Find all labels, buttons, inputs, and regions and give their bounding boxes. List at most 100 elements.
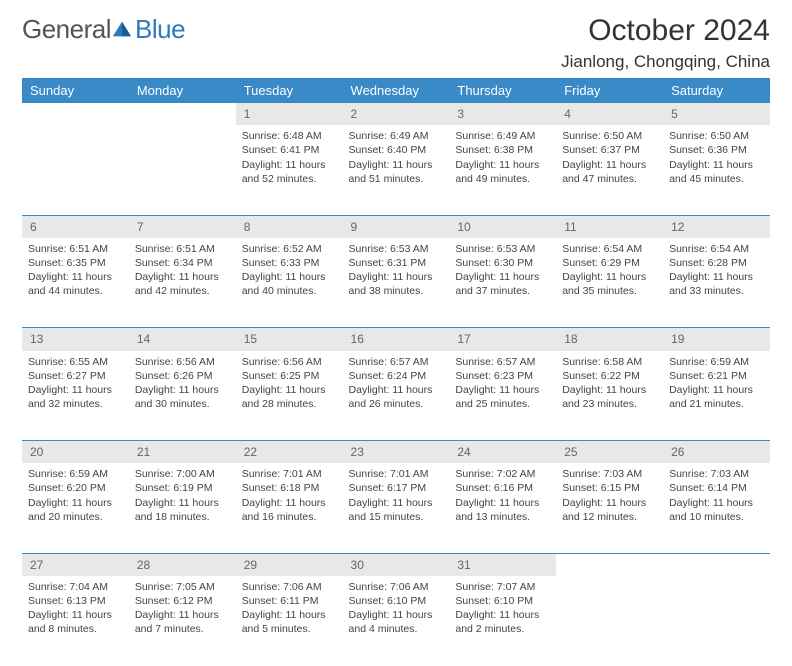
day-number-cell: 6 <box>22 215 129 238</box>
sunrise-text: Sunrise: 6:59 AM <box>28 467 123 481</box>
sunrise-text: Sunrise: 6:49 AM <box>349 129 444 143</box>
day-number-cell: 12 <box>663 215 770 238</box>
daylight-text: Daylight: 11 hours and 28 minutes. <box>242 383 337 411</box>
day-number-cell: 23 <box>343 441 450 464</box>
daylight-text: Daylight: 11 hours and 26 minutes. <box>349 383 444 411</box>
daylight-text: Daylight: 11 hours and 21 minutes. <box>669 383 764 411</box>
day-number-cell: 4 <box>556 103 663 125</box>
sunrise-text: Sunrise: 6:55 AM <box>28 355 123 369</box>
sunset-text: Sunset: 6:14 PM <box>669 481 764 495</box>
cell-content: Sunrise: 7:07 AMSunset: 6:10 PMDaylight:… <box>455 580 550 637</box>
cell-content: Sunrise: 6:59 AMSunset: 6:20 PMDaylight:… <box>28 467 123 524</box>
day-number-cell: 24 <box>449 441 556 464</box>
day-number-cell: 25 <box>556 441 663 464</box>
daylight-text: Daylight: 11 hours and 47 minutes. <box>562 158 657 186</box>
cell-content: Sunrise: 6:56 AMSunset: 6:26 PMDaylight:… <box>135 355 230 412</box>
sunrise-text: Sunrise: 7:07 AM <box>455 580 550 594</box>
sunset-text: Sunset: 6:18 PM <box>242 481 337 495</box>
cell-content: Sunrise: 6:48 AMSunset: 6:41 PMDaylight:… <box>242 129 337 186</box>
day-content-cell: Sunrise: 6:49 AMSunset: 6:40 PMDaylight:… <box>343 125 450 215</box>
sunset-text: Sunset: 6:19 PM <box>135 481 230 495</box>
day-content-row: Sunrise: 6:59 AMSunset: 6:20 PMDaylight:… <box>22 463 770 553</box>
sunrise-text: Sunrise: 6:51 AM <box>135 242 230 256</box>
daylight-text: Daylight: 11 hours and 8 minutes. <box>28 608 123 636</box>
daylight-text: Daylight: 11 hours and 42 minutes. <box>135 270 230 298</box>
day-content-cell: Sunrise: 7:01 AMSunset: 6:18 PMDaylight:… <box>236 463 343 553</box>
cell-content: Sunrise: 7:03 AMSunset: 6:15 PMDaylight:… <box>562 467 657 524</box>
day-number-cell: 22 <box>236 441 343 464</box>
cell-content: Sunrise: 6:57 AMSunset: 6:24 PMDaylight:… <box>349 355 444 412</box>
cell-content: Sunrise: 7:06 AMSunset: 6:11 PMDaylight:… <box>242 580 337 637</box>
cell-content: Sunrise: 6:50 AMSunset: 6:37 PMDaylight:… <box>562 129 657 186</box>
sunset-text: Sunset: 6:17 PM <box>349 481 444 495</box>
cell-content: Sunrise: 6:49 AMSunset: 6:38 PMDaylight:… <box>455 129 550 186</box>
day-header: Saturday <box>663 78 770 103</box>
day-content-cell: Sunrise: 6:54 AMSunset: 6:28 PMDaylight:… <box>663 238 770 328</box>
day-content-row: Sunrise: 7:04 AMSunset: 6:13 PMDaylight:… <box>22 576 770 666</box>
page-title: October 2024 <box>561 14 770 48</box>
sunset-text: Sunset: 6:30 PM <box>455 256 550 270</box>
day-content-cell: Sunrise: 6:50 AMSunset: 6:36 PMDaylight:… <box>663 125 770 215</box>
day-number-cell: 19 <box>663 328 770 351</box>
sunset-text: Sunset: 6:27 PM <box>28 369 123 383</box>
sunrise-text: Sunrise: 7:04 AM <box>28 580 123 594</box>
day-content-cell: Sunrise: 7:04 AMSunset: 6:13 PMDaylight:… <box>22 576 129 666</box>
daylight-text: Daylight: 11 hours and 32 minutes. <box>28 383 123 411</box>
day-number-cell: 21 <box>129 441 236 464</box>
daylight-text: Daylight: 11 hours and 37 minutes. <box>455 270 550 298</box>
sunset-text: Sunset: 6:12 PM <box>135 594 230 608</box>
day-content-cell: Sunrise: 6:49 AMSunset: 6:38 PMDaylight:… <box>449 125 556 215</box>
daylight-text: Daylight: 11 hours and 44 minutes. <box>28 270 123 298</box>
cell-content: Sunrise: 7:03 AMSunset: 6:14 PMDaylight:… <box>669 467 764 524</box>
title-block: October 2024 Jianlong, Chongqing, China <box>561 14 770 72</box>
page-header: General Blue October 2024 Jianlong, Chon… <box>22 14 770 72</box>
day-content-cell <box>129 125 236 215</box>
sunset-text: Sunset: 6:23 PM <box>455 369 550 383</box>
sunrise-text: Sunrise: 7:01 AM <box>349 467 444 481</box>
cell-content: Sunrise: 6:54 AMSunset: 6:28 PMDaylight:… <box>669 242 764 299</box>
day-content-cell: Sunrise: 6:50 AMSunset: 6:37 PMDaylight:… <box>556 125 663 215</box>
day-number-row: 6789101112 <box>22 215 770 238</box>
cell-content: Sunrise: 7:06 AMSunset: 6:10 PMDaylight:… <box>349 580 444 637</box>
day-number-cell: 31 <box>449 553 556 576</box>
day-number-cell <box>129 103 236 125</box>
daylight-text: Daylight: 11 hours and 30 minutes. <box>135 383 230 411</box>
day-content-cell: Sunrise: 6:59 AMSunset: 6:21 PMDaylight:… <box>663 351 770 441</box>
day-number-cell <box>556 553 663 576</box>
sunset-text: Sunset: 6:21 PM <box>669 369 764 383</box>
day-number-cell <box>663 553 770 576</box>
day-content-cell: Sunrise: 6:48 AMSunset: 6:41 PMDaylight:… <box>236 125 343 215</box>
day-content-cell: Sunrise: 6:57 AMSunset: 6:24 PMDaylight:… <box>343 351 450 441</box>
day-number-cell <box>22 103 129 125</box>
sunset-text: Sunset: 6:24 PM <box>349 369 444 383</box>
sunset-text: Sunset: 6:25 PM <box>242 369 337 383</box>
day-content-cell: Sunrise: 6:53 AMSunset: 6:30 PMDaylight:… <box>449 238 556 328</box>
daylight-text: Daylight: 11 hours and 52 minutes. <box>242 158 337 186</box>
sunrise-text: Sunrise: 6:52 AM <box>242 242 337 256</box>
sunrise-text: Sunrise: 7:03 AM <box>562 467 657 481</box>
daylight-text: Daylight: 11 hours and 40 minutes. <box>242 270 337 298</box>
sunrise-text: Sunrise: 7:06 AM <box>242 580 337 594</box>
sunrise-text: Sunrise: 6:56 AM <box>242 355 337 369</box>
cell-content: Sunrise: 6:51 AMSunset: 6:35 PMDaylight:… <box>28 242 123 299</box>
day-content-cell: Sunrise: 7:06 AMSunset: 6:11 PMDaylight:… <box>236 576 343 666</box>
logo-text-general: General <box>22 14 111 45</box>
day-content-cell: Sunrise: 6:51 AMSunset: 6:34 PMDaylight:… <box>129 238 236 328</box>
day-content-cell: Sunrise: 7:03 AMSunset: 6:14 PMDaylight:… <box>663 463 770 553</box>
sunrise-text: Sunrise: 7:01 AM <box>242 467 337 481</box>
cell-content: Sunrise: 7:00 AMSunset: 6:19 PMDaylight:… <box>135 467 230 524</box>
sunset-text: Sunset: 6:20 PM <box>28 481 123 495</box>
logo: General Blue <box>22 14 185 45</box>
daylight-text: Daylight: 11 hours and 35 minutes. <box>562 270 657 298</box>
day-number-cell: 3 <box>449 103 556 125</box>
day-number-row: 12345 <box>22 103 770 125</box>
sunrise-text: Sunrise: 6:57 AM <box>455 355 550 369</box>
sunrise-text: Sunrise: 7:06 AM <box>349 580 444 594</box>
day-number-cell: 14 <box>129 328 236 351</box>
sunrise-text: Sunrise: 7:03 AM <box>669 467 764 481</box>
daylight-text: Daylight: 11 hours and 2 minutes. <box>455 608 550 636</box>
cell-content: Sunrise: 6:54 AMSunset: 6:29 PMDaylight:… <box>562 242 657 299</box>
cell-content: Sunrise: 6:59 AMSunset: 6:21 PMDaylight:… <box>669 355 764 412</box>
sunset-text: Sunset: 6:36 PM <box>669 143 764 157</box>
day-number-cell: 27 <box>22 553 129 576</box>
